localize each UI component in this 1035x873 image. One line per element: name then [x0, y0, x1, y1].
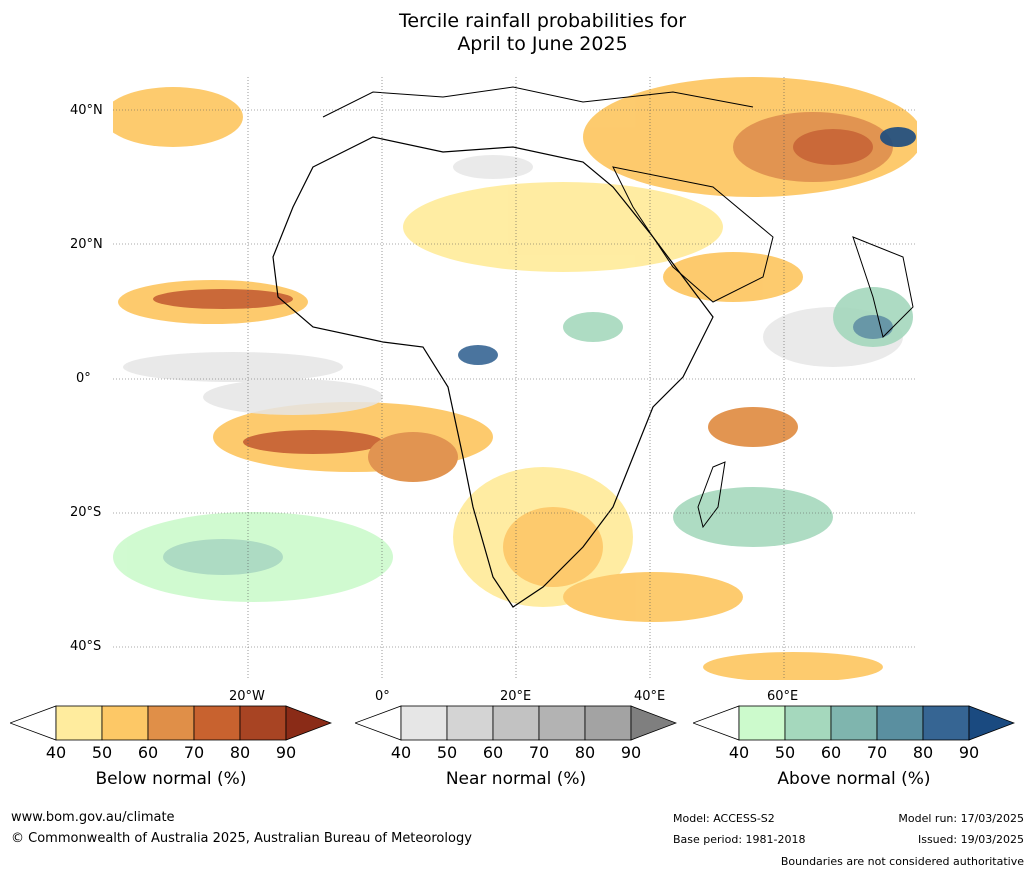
lat-label-20s: 20°S: [70, 505, 102, 520]
lon-label-0: 0°: [375, 689, 390, 704]
tick: 60: [137, 743, 159, 762]
madagascar-outline: [697, 461, 726, 529]
europe-outline: [322, 86, 754, 118]
above-normal-colorbar: [693, 705, 1015, 741]
below-normal-label: Below normal (%): [95, 769, 247, 789]
tick: 90: [620, 743, 642, 762]
tick: 60: [482, 743, 504, 762]
issued-date: Issued: 19/03/2025: [917, 833, 1024, 846]
copyright: © Commonwealth of Australia 2025, Austra…: [11, 831, 472, 846]
colorbar-swatch: [738, 705, 786, 741]
africa-outline: [272, 136, 714, 608]
tick: 60: [820, 743, 842, 762]
tick: 40: [45, 743, 67, 762]
colorbar-low-arrow: [355, 705, 402, 741]
colorbar-swatch: [55, 705, 103, 741]
tick: 40: [390, 743, 412, 762]
colorbar-swatch: [193, 705, 241, 741]
colorbar-swatch: [492, 705, 540, 741]
arabia-outline: [612, 166, 774, 303]
tick: 80: [912, 743, 934, 762]
lon-label-60e: 60°E: [767, 689, 799, 704]
colorbar-swatch: [922, 705, 970, 741]
colorbar-swatch: [147, 705, 195, 741]
tick: 50: [774, 743, 796, 762]
colorbar-swatch: [239, 705, 287, 741]
above-normal-label: Above normal (%): [777, 769, 931, 789]
near-normal-label: Near normal (%): [445, 769, 587, 789]
lon-label-20e: 20°E: [500, 689, 532, 704]
lat-label-40s: 40°S: [70, 639, 102, 654]
above-normal-regions: [113, 127, 916, 602]
rainfall-probability-map: [113, 77, 917, 680]
lon-label-40e: 40°E: [634, 689, 666, 704]
source-url: www.bom.gov.au/climate: [11, 810, 175, 825]
lat-label-20n: 20°N: [70, 237, 103, 252]
colorbar-swatch: [584, 705, 632, 741]
tick: 50: [436, 743, 458, 762]
tick: 50: [91, 743, 113, 762]
lon-label-20w: 20°W: [229, 689, 265, 704]
lat-label-0: 0°: [76, 371, 91, 386]
india-outline: [852, 236, 914, 338]
near-normal-regions: [123, 155, 903, 415]
tick: 70: [528, 743, 550, 762]
model-run: Model run: 17/03/2025: [898, 812, 1024, 825]
model-name: Model: ACCESS-S2: [673, 812, 775, 825]
colorbar-swatch: [446, 705, 494, 741]
colorbar-swatch: [101, 705, 149, 741]
colorbar-high-arrow: [285, 705, 332, 741]
colorbar-swatch: [784, 705, 832, 741]
boundary-disclaimer: Boundaries are not considered authoritat…: [780, 855, 1024, 868]
colorbar-swatch: [400, 705, 448, 741]
below-normal-colorbar: [10, 705, 332, 741]
tick: 80: [574, 743, 596, 762]
colorbar-low-arrow: [693, 705, 740, 741]
colorbar-swatch: [538, 705, 586, 741]
colorbar-high-arrow: [968, 705, 1015, 741]
tick: 70: [183, 743, 205, 762]
title-line-2: April to June 2025: [457, 33, 628, 55]
graticule: [113, 77, 917, 680]
title-line-1: Tercile rainfall probabilities for: [398, 10, 687, 32]
lat-label-40n: 40°N: [70, 103, 103, 118]
tick: 90: [958, 743, 980, 762]
below-normal-regions: [113, 77, 917, 680]
map-title: Tercile rainfall probabilities for April…: [0, 10, 1035, 56]
tick: 80: [229, 743, 251, 762]
colorbar-swatch: [830, 705, 878, 741]
tick: 40: [728, 743, 750, 762]
colorbar-low-arrow: [10, 705, 57, 741]
colorbar-swatch: [876, 705, 924, 741]
tick: 90: [275, 743, 297, 762]
colorbar-high-arrow: [630, 705, 677, 741]
near-normal-colorbar: [355, 705, 677, 741]
base-period: Base period: 1981-2018: [673, 833, 806, 846]
tick: 70: [866, 743, 888, 762]
